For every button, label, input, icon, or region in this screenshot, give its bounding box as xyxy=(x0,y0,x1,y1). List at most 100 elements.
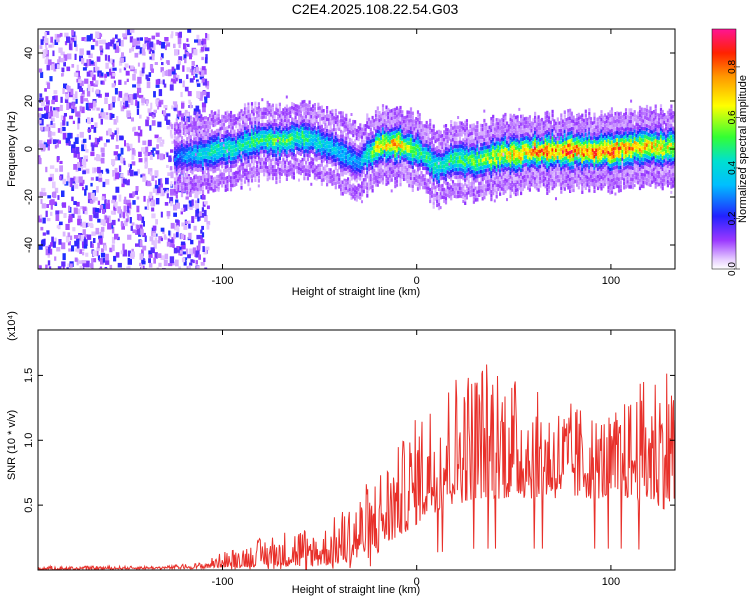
spectrogram-cell xyxy=(458,132,461,137)
spectrogram-cell xyxy=(355,136,358,141)
spectrogram-cell xyxy=(93,66,96,73)
spectrogram-cell xyxy=(273,172,276,177)
spectrogram-cell xyxy=(261,123,264,127)
spectrogram-cell xyxy=(388,167,392,171)
spectrogram-cell xyxy=(334,162,337,167)
spectrogram-cell xyxy=(465,123,468,127)
spectrogram-cell xyxy=(298,128,301,132)
spectrogram-cell xyxy=(373,126,376,131)
spectrogram-cell xyxy=(392,119,395,124)
spectrogram-cell xyxy=(499,184,502,189)
spectrogram-cell xyxy=(464,166,467,171)
spectrogram-cell xyxy=(193,67,196,75)
spectrogram-cell xyxy=(347,177,350,181)
spectrogram-cell xyxy=(420,182,423,187)
spectrogram-cell xyxy=(381,169,385,173)
spectrogram-cell xyxy=(204,57,208,64)
spectrogram-cell xyxy=(273,126,276,131)
spectrogram-cell xyxy=(320,143,323,148)
spectrogram-cell xyxy=(259,127,262,131)
spectrogram-cell xyxy=(305,153,308,157)
spectrogram-cell xyxy=(245,153,248,157)
spectrogram-cell xyxy=(278,106,281,111)
spectrogram-cell xyxy=(481,158,484,163)
spectrogram-cell xyxy=(235,170,238,175)
spectrogram-cell xyxy=(187,166,191,170)
spectrogram-cell xyxy=(348,183,351,188)
spectrogram-cell xyxy=(483,130,486,134)
spectrogram-cell xyxy=(58,47,63,53)
spectrogram-cell xyxy=(381,172,384,176)
spectrogram-cell xyxy=(193,225,197,231)
spectrogram-cell xyxy=(462,195,465,200)
spectrogram-cell xyxy=(186,67,191,72)
spectrogram-cell xyxy=(214,138,217,142)
spectrogram-cell xyxy=(214,122,217,127)
spectrogram-cell xyxy=(247,178,250,183)
spectrogram-cell xyxy=(100,80,103,85)
spectrogram-cell xyxy=(352,183,355,188)
spectrogram-cell xyxy=(292,118,295,122)
spectrogram-cell xyxy=(437,187,441,191)
spectrogram-cell xyxy=(207,159,210,163)
spectrogram-cell xyxy=(326,144,329,148)
spectrogram-cell xyxy=(467,156,470,161)
spectrogram-cell xyxy=(266,131,269,136)
spectrogram-cell xyxy=(472,161,475,166)
spectrogram-cell xyxy=(138,215,142,221)
spectrogram-cell xyxy=(226,160,229,165)
spectrogram-cell xyxy=(469,189,472,194)
spectrogram-cell xyxy=(315,146,318,150)
spectrogram-cell xyxy=(394,169,397,173)
spectrogram-cell xyxy=(217,159,220,163)
spectrogram-cell xyxy=(76,258,79,266)
spectrogram-cell xyxy=(500,183,503,187)
spectrogram-cell xyxy=(194,175,198,179)
spectrogram-cell xyxy=(86,50,91,55)
spectrogram-cell xyxy=(324,164,327,169)
spectrogram-cell xyxy=(259,115,262,120)
spectrogram-cell xyxy=(374,113,378,118)
spectrogram-cell xyxy=(264,138,267,142)
spectrogram-cell xyxy=(59,165,63,172)
spectrogram-cell xyxy=(467,160,470,164)
spectrogram-cell xyxy=(264,146,267,150)
spectrogram-cell xyxy=(354,193,357,197)
spectrogram-cell xyxy=(457,116,460,119)
spectrogram-cell xyxy=(336,119,339,123)
spectrogram-cell xyxy=(280,118,283,123)
spectrogram-cell xyxy=(145,146,149,153)
spectrogram-cell xyxy=(226,126,229,130)
spectrogram-cell xyxy=(291,125,294,129)
spectrogram-cell xyxy=(420,147,423,152)
spectrogram-cell xyxy=(374,148,378,153)
spectrogram-cell xyxy=(380,159,383,164)
spectrogram-cell xyxy=(261,98,264,102)
spectrogram-cell xyxy=(151,153,155,157)
spectrogram-cell xyxy=(443,124,446,128)
spectrogram-cell xyxy=(443,191,446,196)
spectrogram-cell xyxy=(378,164,381,169)
spectrogram-cell xyxy=(77,162,80,168)
spectrogram-cell xyxy=(291,151,294,156)
spectrogram-cell xyxy=(465,130,468,135)
spectrogram-cell xyxy=(200,168,203,172)
spectrogram-cell xyxy=(240,143,243,148)
spectrogram-cell xyxy=(240,174,243,179)
spectrogram-cell xyxy=(334,147,337,151)
spectrogram-cell xyxy=(254,120,257,125)
spectrogram-cell xyxy=(129,36,134,43)
spectrogram-cell xyxy=(212,146,215,151)
spectrogram-cell xyxy=(327,129,330,134)
spectrogram-cell xyxy=(201,134,205,138)
spectrogram-cell xyxy=(381,146,385,150)
spectrogram-cell xyxy=(182,251,187,255)
spectrogram-cell xyxy=(395,152,399,157)
spectrogram-cell xyxy=(268,160,271,165)
spectrogram-cell xyxy=(437,152,441,157)
spectrogram-cell xyxy=(191,216,195,223)
spectrogram-cell xyxy=(385,182,388,186)
spectrogram-cell xyxy=(441,195,444,199)
spectrogram-cell xyxy=(252,154,255,159)
spectrogram-cell xyxy=(151,199,156,207)
